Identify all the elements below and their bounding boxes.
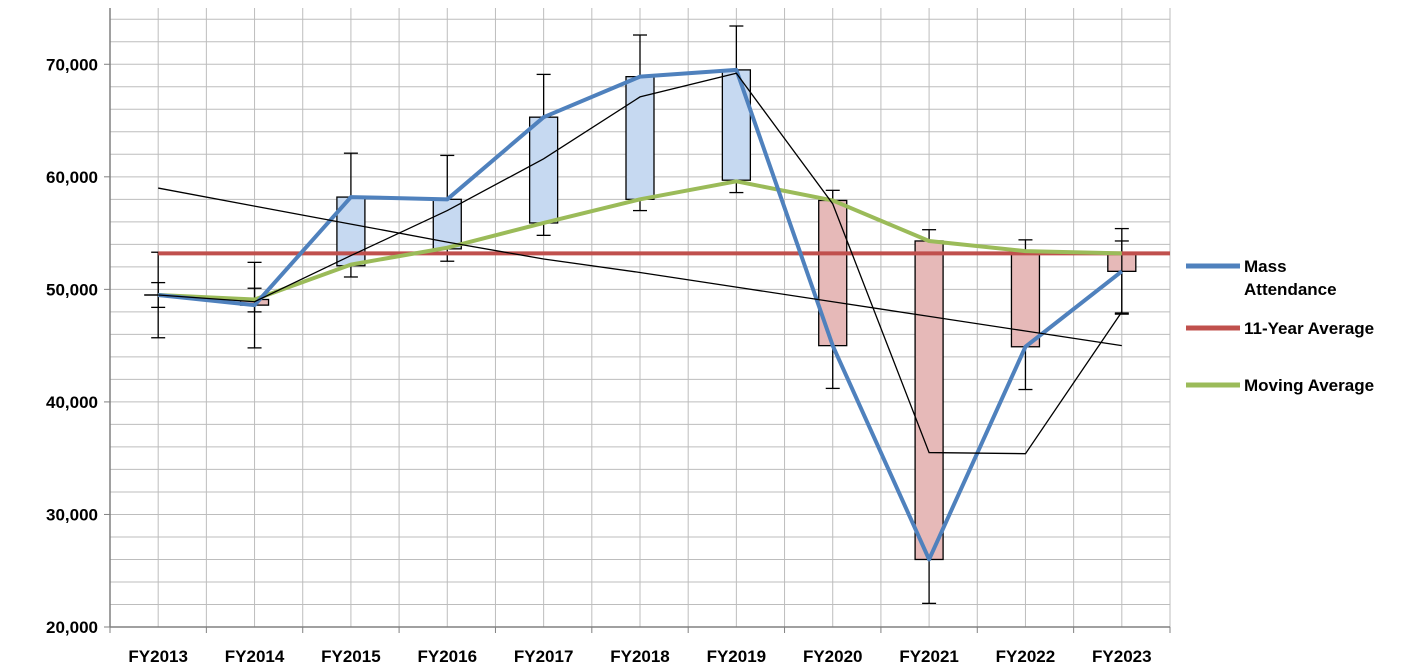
candle-body bbox=[528, 116, 559, 224]
legend-label: Moving Average bbox=[1244, 376, 1374, 395]
thin-line bbox=[158, 72, 1123, 455]
x-tick-label: FY2014 bbox=[225, 647, 285, 666]
x-tick-label: FY2020 bbox=[803, 647, 863, 666]
candle-body bbox=[818, 199, 848, 347]
y-tick-label: 70,000 bbox=[46, 55, 98, 74]
x-tick-label: FY2023 bbox=[1092, 647, 1152, 666]
y-axis-labels: 20,000 30,000 40,000 50,000 60,000 70,000 bbox=[46, 55, 98, 637]
series-lines bbox=[157, 67, 1170, 562]
x-tick-label: FY2022 bbox=[996, 647, 1056, 666]
x-tick-label: FY2021 bbox=[899, 647, 959, 666]
x-tick-label: FY2017 bbox=[514, 647, 574, 666]
x-tick-label: FY2019 bbox=[707, 647, 767, 666]
candle-body bbox=[721, 69, 752, 181]
chart-axes bbox=[104, 8, 1171, 633]
legend-label: Mass Attendance bbox=[1244, 257, 1337, 299]
legend-label: 11-Year Average bbox=[1244, 319, 1374, 338]
y-tick-label: 60,000 bbox=[46, 168, 98, 187]
x-tick-label: FY2013 bbox=[128, 647, 188, 666]
y-tick-label: 40,000 bbox=[46, 393, 98, 412]
x-tick-label: FY2015 bbox=[321, 647, 381, 666]
candle-body bbox=[914, 240, 944, 561]
x-tick-label: FY2016 bbox=[417, 647, 477, 666]
legend-label-line: Attendance bbox=[1244, 280, 1337, 299]
candle-body bbox=[432, 198, 462, 250]
legend: Mass Attendance 11-Year Average Moving Aver… bbox=[1186, 257, 1374, 395]
series-line-moving-average bbox=[158, 179, 1122, 302]
y-tick-label: 20,000 bbox=[46, 618, 98, 637]
y-tick-label: 50,000 bbox=[46, 280, 98, 299]
x-tick-label: FY2018 bbox=[610, 647, 670, 666]
series-line-mass-attendance bbox=[157, 67, 1124, 562]
x-axis-labels: FY2013 FY2014 FY2015 FY2016 FY2017 FY2018 FY20… bbox=[128, 647, 1151, 666]
y-tick-label: 30,000 bbox=[46, 505, 98, 524]
legend-label-line: Mass bbox=[1244, 257, 1287, 276]
trend-line bbox=[158, 187, 1122, 347]
